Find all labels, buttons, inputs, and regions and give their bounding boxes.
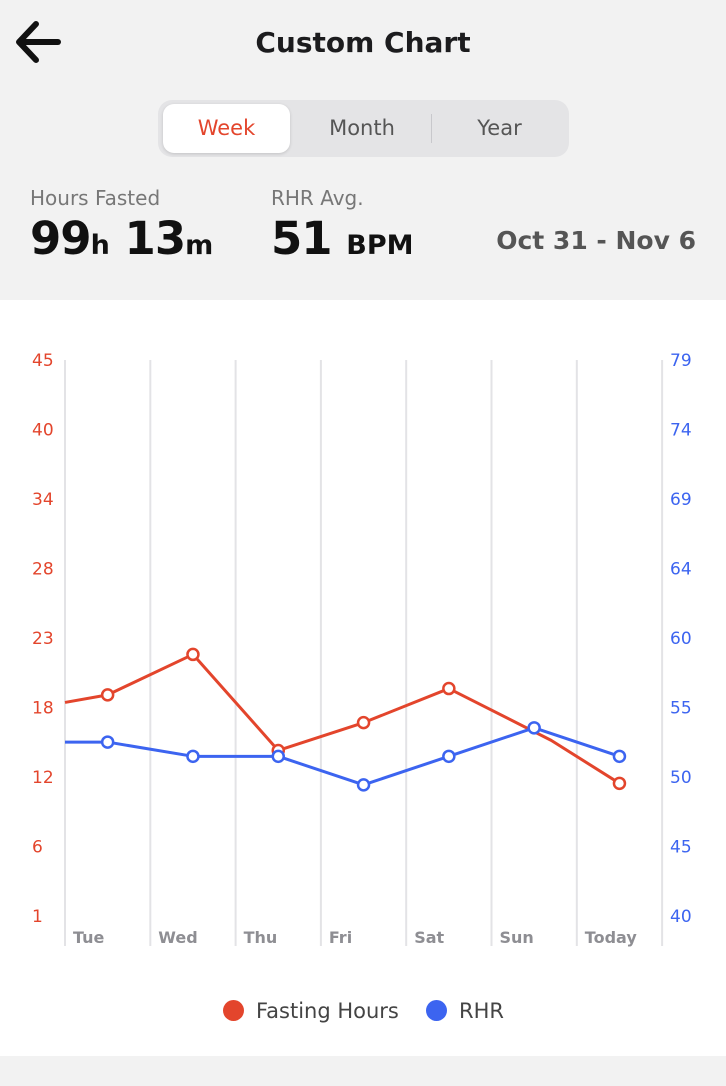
- rhr-unit: BPM: [346, 230, 414, 261]
- y-left-tick-label: 40: [32, 421, 54, 441]
- legend-label-fasting-hours: Fasting Hours: [256, 999, 399, 1023]
- line-chart: 45 40 34 28 23 18 12 6 1 79 74 69 64 60 55 50 45 40 Tue Wed…: [32, 351, 692, 947]
- y-left-tick-label: 12: [32, 768, 54, 788]
- y-right-tick-label: 69: [670, 490, 692, 510]
- y-left-tick-label: 23: [32, 629, 54, 649]
- fasted-minutes-unit: m: [185, 230, 214, 261]
- y-right-tick-label: 64: [670, 560, 692, 580]
- header: Custom Chart Week Month Year Hours Faste…: [0, 0, 726, 300]
- legend-dot-rhr: [426, 1000, 447, 1021]
- data-point-rhr: [442, 749, 456, 764]
- segment-divider: [431, 114, 432, 143]
- y-left-tick-label: 45: [32, 351, 54, 371]
- y-left-tick-label: 34: [32, 490, 54, 510]
- y-left-tick-label: 18: [32, 699, 54, 719]
- chart-card: 45 40 34 28 23 18 12 6 1 79 74 69 64 60 55 50 45 40 Tue Wed…: [0, 300, 726, 1056]
- y-right-tick-label: 45: [670, 838, 692, 858]
- hours-fasted-label: Hours Fasted: [30, 186, 161, 210]
- x-tick-label: Wed: [158, 928, 197, 947]
- series-line-rhr: [65, 726, 620, 787]
- y-right-tick-label: 60: [670, 629, 692, 649]
- data-point-rhr: [186, 749, 200, 764]
- y-left-tick-label: 6: [32, 838, 43, 858]
- rhr-avg-label: RHR Avg.: [271, 186, 364, 210]
- data-point-fasting-hours: [356, 715, 371, 730]
- data-point-rhr: [527, 721, 541, 735]
- data-point-rhr: [612, 749, 627, 764]
- x-tick-label: Sun: [500, 928, 534, 947]
- series-line-fasting-hours: [64, 652, 621, 785]
- hours-fasted-value: 99h 13m: [30, 212, 213, 265]
- x-tick-label: Thu: [244, 928, 278, 947]
- tab-week[interactable]: Week: [163, 104, 290, 153]
- y-right-tick-label: 40: [670, 907, 692, 927]
- data-point-fasting-hours: [100, 688, 115, 702]
- fasted-hours-number: 99: [30, 212, 92, 265]
- rhr-number: 51: [271, 212, 333, 265]
- y-right-tick-label: 74: [670, 421, 692, 441]
- data-point-fasting-hours: [442, 681, 456, 696]
- data-point-rhr: [356, 778, 371, 792]
- y-left-tick-label: 28: [32, 560, 54, 580]
- y-right-tick-label: 55: [670, 699, 692, 719]
- data-point-fasting-hours: [612, 776, 627, 791]
- tab-year[interactable]: Year: [477, 116, 522, 140]
- legend-dot-fasting-hours: [223, 1000, 244, 1021]
- arrow-left-icon: [16, 21, 61, 63]
- tab-month[interactable]: Month: [329, 116, 395, 140]
- period-segmented-control: Week Month Year: [158, 100, 569, 157]
- data-point-fasting-hours: [186, 647, 200, 662]
- back-button[interactable]: [14, 18, 64, 66]
- rhr-avg-value: 51 BPM: [271, 212, 414, 265]
- x-tick-label: Fri: [329, 928, 352, 947]
- x-tick-label: Sat: [414, 928, 444, 947]
- y-left-tick-label: 1: [32, 907, 43, 927]
- data-point-rhr: [271, 749, 285, 764]
- data-point-rhr: [100, 735, 115, 749]
- page-title: Custom Chart: [255, 26, 471, 59]
- date-range: Oct 31 - Nov 6: [496, 226, 696, 255]
- chart-legend: Fasting Hours RHR: [0, 996, 726, 1026]
- y-right-tick-label: 79: [670, 351, 692, 371]
- fasted-hours-unit: h: [90, 230, 110, 261]
- y-right-tick-label: 50: [670, 768, 692, 788]
- legend-label-rhr: RHR: [459, 999, 504, 1023]
- fasted-minutes-number: 13: [124, 212, 187, 265]
- x-tick-label: Today: [585, 928, 638, 947]
- x-tick-label: Tue: [73, 928, 105, 947]
